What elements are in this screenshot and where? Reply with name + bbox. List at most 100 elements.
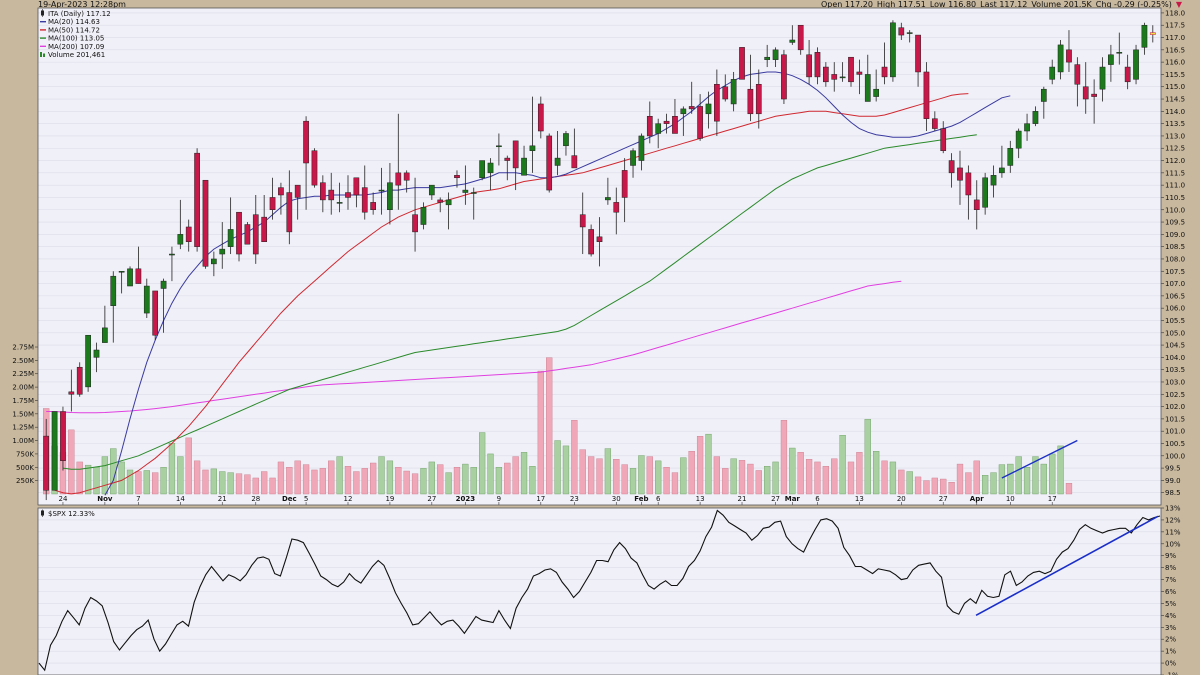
candle-body — [143, 285, 150, 314]
candle-body — [319, 182, 326, 201]
candle — [1032, 106, 1039, 127]
candle — [605, 177, 611, 205]
spx-tick-label: -1% — [1165, 672, 1179, 675]
volume-bar — [93, 467, 100, 495]
candle — [823, 62, 829, 87]
date-tick-label: 27 — [771, 495, 780, 503]
spx-trendline — [975, 515, 1159, 617]
spx-tick-label: 3% — [1165, 624, 1176, 632]
price-tick-label: 100.0 — [1165, 452, 1185, 460]
volume-bars — [43, 357, 1073, 495]
candle — [613, 187, 620, 235]
candle — [672, 99, 678, 134]
price-tick-label: 106.0 — [1165, 305, 1185, 313]
candle-body — [236, 211, 242, 255]
candle — [1049, 59, 1056, 85]
candle-body — [839, 76, 846, 79]
candle-body — [646, 116, 653, 137]
candle — [76, 362, 83, 397]
volume-bar — [495, 467, 503, 495]
volume-bar — [873, 451, 880, 495]
candle — [990, 165, 997, 198]
candle-body — [68, 391, 75, 395]
candle-body — [1149, 32, 1156, 35]
volume-bar — [764, 466, 771, 495]
candle-body — [906, 32, 913, 34]
volume-tick-label: 1.50M — [12, 410, 34, 418]
price-tick-label: 113.5 — [1165, 120, 1185, 128]
candle — [1057, 39, 1064, 80]
candle — [646, 101, 653, 144]
date-tick-label: 30 — [612, 495, 621, 503]
candle-body — [1024, 123, 1030, 132]
volume-tick-label: 250K — [16, 477, 34, 485]
candle-body — [286, 192, 293, 233]
candle-body — [135, 268, 142, 284]
candle — [915, 34, 921, 87]
price-tick-label: 102.0 — [1165, 403, 1185, 411]
price-tick-label: 113.0 — [1165, 132, 1185, 140]
quote-last: Last 117.12 — [980, 0, 1028, 9]
candle — [663, 113, 670, 134]
candle-body — [730, 79, 737, 105]
candle-body — [1066, 49, 1072, 63]
spx-tick-label: 5% — [1165, 600, 1176, 608]
ma200-line — [46, 280, 902, 414]
quote-readout: Open 117.20 High 117.51 Low 116.80 Last 117… — [817, 0, 1182, 9]
candle — [881, 42, 888, 85]
candle — [236, 211, 242, 262]
candle — [999, 145, 1005, 178]
spx-series-line — [38, 509, 1161, 672]
candle — [143, 278, 150, 319]
volume-bar — [789, 447, 796, 495]
candlesticks — [43, 20, 1156, 501]
candle — [219, 222, 226, 269]
legend-entry: MA(100) 113.05 — [48, 35, 104, 43]
spx-line — [38, 509, 1161, 672]
price-tick-label: 109.0 — [1165, 231, 1185, 239]
candle — [1091, 79, 1097, 124]
spx-tick-label: 1% — [1165, 648, 1176, 656]
candle — [160, 278, 167, 333]
candle-body — [814, 52, 821, 78]
candle-body — [51, 411, 58, 491]
candle-body — [462, 189, 469, 193]
candle-body — [127, 268, 133, 287]
candle — [437, 197, 444, 213]
candle-body — [85, 334, 91, 388]
candle-body — [1116, 52, 1123, 54]
volume-trendline — [1001, 439, 1078, 479]
bar-icon — [43, 53, 45, 57]
candle — [93, 342, 100, 373]
volume-bar — [244, 474, 251, 495]
date-tick-label: 12 — [344, 495, 353, 503]
volume-bar — [587, 456, 595, 495]
volume-tick-label: 2.25M — [12, 370, 34, 378]
spx-tick-label: 9% — [1165, 552, 1176, 560]
candle — [328, 172, 335, 215]
candle-body — [487, 162, 494, 174]
volume-tick-label: 1.25M — [12, 424, 34, 432]
candle-body — [261, 216, 268, 242]
spx-tick-label: 11% — [1165, 528, 1181, 536]
candle — [973, 180, 980, 230]
date-tick-label: 9 — [497, 495, 501, 503]
date-tick-label: Feb — [634, 495, 648, 503]
date-tick-label: Mar — [785, 495, 801, 503]
candle — [1108, 44, 1114, 82]
candle-body — [613, 202, 620, 213]
candle-body — [152, 290, 159, 336]
candle-body — [579, 214, 586, 228]
candle-body — [378, 189, 385, 192]
volume-bar — [160, 467, 167, 495]
candle — [370, 192, 376, 215]
price-tick-label: 105.5 — [1165, 317, 1185, 325]
ma50-line — [54, 93, 969, 495]
candle — [1133, 44, 1139, 85]
price-tick-label: 102.5 — [1165, 391, 1185, 399]
candle — [546, 133, 553, 193]
candle — [1007, 140, 1014, 173]
candle-body — [353, 177, 360, 196]
candle — [118, 271, 125, 294]
